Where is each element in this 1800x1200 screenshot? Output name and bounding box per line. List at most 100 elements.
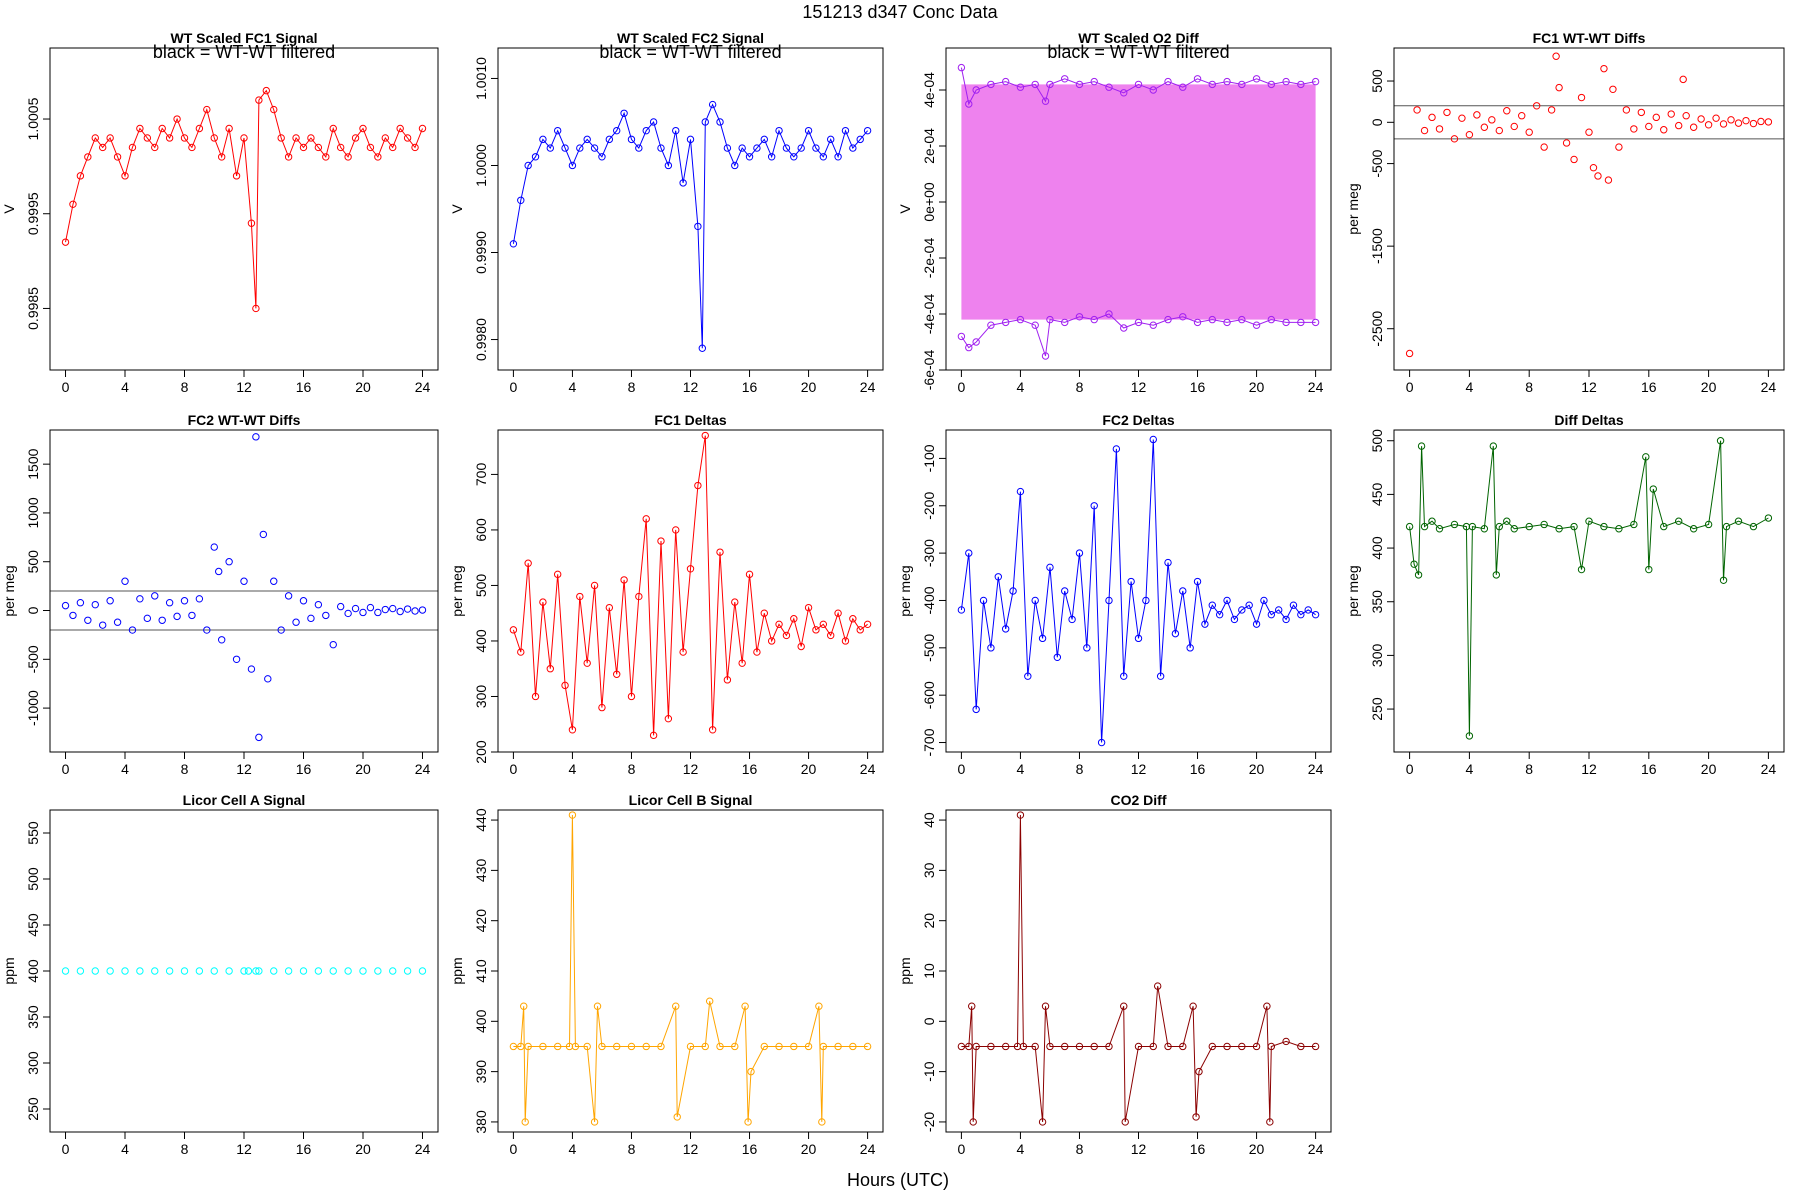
data-point — [1193, 75, 1202, 83]
panel-p5: FC2 WT-WT Diffs per meg 0 4 8 12 16 20 24 -1000 -5… — [1, 412, 439, 777]
data-point — [210, 134, 218, 142]
data-point — [517, 1042, 525, 1051]
data-point — [299, 597, 308, 605]
data-point — [1061, 75, 1069, 83]
data-point — [1120, 89, 1128, 97]
data-point — [642, 1042, 650, 1051]
data-point — [1153, 982, 1162, 990]
data-point — [1075, 80, 1084, 89]
data-point — [1192, 1113, 1200, 1121]
data-point — [1450, 135, 1459, 143]
data-point — [344, 967, 352, 975]
x-tick-label: 20 — [1701, 379, 1717, 395]
data-point — [1428, 517, 1436, 525]
data-point — [403, 605, 412, 613]
data-point — [673, 1113, 681, 1121]
y-tick-label: -1000 — [25, 690, 41, 726]
data-point — [546, 665, 554, 673]
y-tick-label: 350 — [25, 1005, 41, 1029]
data-point — [259, 530, 268, 539]
data-point — [270, 105, 278, 114]
x-tick-label: 12 — [683, 761, 699, 777]
data-point — [1024, 672, 1032, 680]
x-tick-label: 24 — [415, 1141, 431, 1157]
x-tick-label: 4 — [121, 379, 129, 395]
data-point — [151, 592, 159, 600]
data-point — [1282, 615, 1290, 624]
panel-title: Licor Cell B Signal — [629, 792, 753, 808]
data-point — [849, 144, 857, 152]
data-point — [143, 134, 152, 142]
x-tick-label: 0 — [510, 1141, 518, 1157]
data-point — [517, 196, 525, 204]
data-point — [252, 967, 260, 975]
data-point — [292, 134, 300, 142]
data-point — [1031, 80, 1039, 89]
series-0 — [61, 433, 427, 742]
data-point — [1503, 517, 1511, 525]
y-tick-label: 500 — [473, 574, 489, 598]
y-tick-label: -2500 — [1369, 311, 1385, 347]
data-point — [1630, 520, 1638, 529]
y-tick-label: -700 — [921, 728, 937, 756]
data-point — [247, 219, 256, 227]
data-point — [965, 549, 973, 557]
data-point — [568, 726, 577, 734]
x-tick-label: 12 — [236, 379, 252, 395]
data-point — [113, 153, 122, 161]
x-tick-label: 0 — [1406, 379, 1414, 395]
series-0 — [1405, 52, 1773, 358]
data-point — [1675, 517, 1683, 525]
x-tick-label: 20 — [355, 761, 371, 777]
data-point — [605, 603, 614, 612]
data-point — [1555, 525, 1563, 533]
data-point — [686, 1042, 695, 1051]
data-point — [708, 100, 717, 109]
y-tick-label: 400 — [473, 629, 489, 653]
y-tick-label: 1000 — [25, 497, 41, 528]
data-point — [225, 558, 233, 566]
series-1 — [957, 310, 1320, 360]
data-point — [121, 172, 129, 180]
data-point — [531, 153, 540, 161]
data-point — [262, 86, 271, 95]
data-point — [819, 1042, 828, 1051]
data-point — [841, 637, 850, 645]
x-tick-label: 0 — [958, 1141, 966, 1157]
x-tick-label: 12 — [1131, 761, 1147, 777]
data-point — [672, 526, 680, 534]
data-point — [1134, 1042, 1143, 1051]
y-tick-label: 300 — [473, 685, 489, 709]
data-point — [240, 967, 248, 975]
data-point — [760, 609, 768, 617]
data-point — [635, 592, 643, 601]
data-point — [329, 124, 337, 133]
x-tick-label: 0 — [62, 1141, 70, 1157]
data-point — [1585, 128, 1593, 136]
data-point — [744, 1118, 752, 1126]
data-point — [121, 967, 129, 975]
data-point — [1046, 1042, 1054, 1051]
data-point — [1120, 672, 1128, 680]
data-point — [524, 161, 532, 170]
data-point — [723, 144, 732, 152]
data-point — [1435, 525, 1444, 533]
data-point — [165, 599, 174, 607]
series-line — [960, 67, 1316, 106]
y-tick-label: -400 — [921, 586, 937, 614]
data-point — [121, 577, 129, 585]
data-point — [747, 1067, 755, 1076]
x-tick-label: 4 — [1466, 761, 1474, 777]
data-point — [701, 1042, 709, 1051]
data-point — [790, 615, 798, 623]
y-tick-label: -300 — [921, 539, 937, 567]
data-point — [61, 967, 70, 975]
data-point — [1420, 126, 1429, 135]
data-point — [731, 161, 739, 170]
data-point — [1443, 108, 1451, 117]
data-point — [69, 611, 77, 620]
data-point — [969, 1118, 977, 1126]
data-point — [841, 126, 850, 135]
data-point — [314, 967, 323, 975]
